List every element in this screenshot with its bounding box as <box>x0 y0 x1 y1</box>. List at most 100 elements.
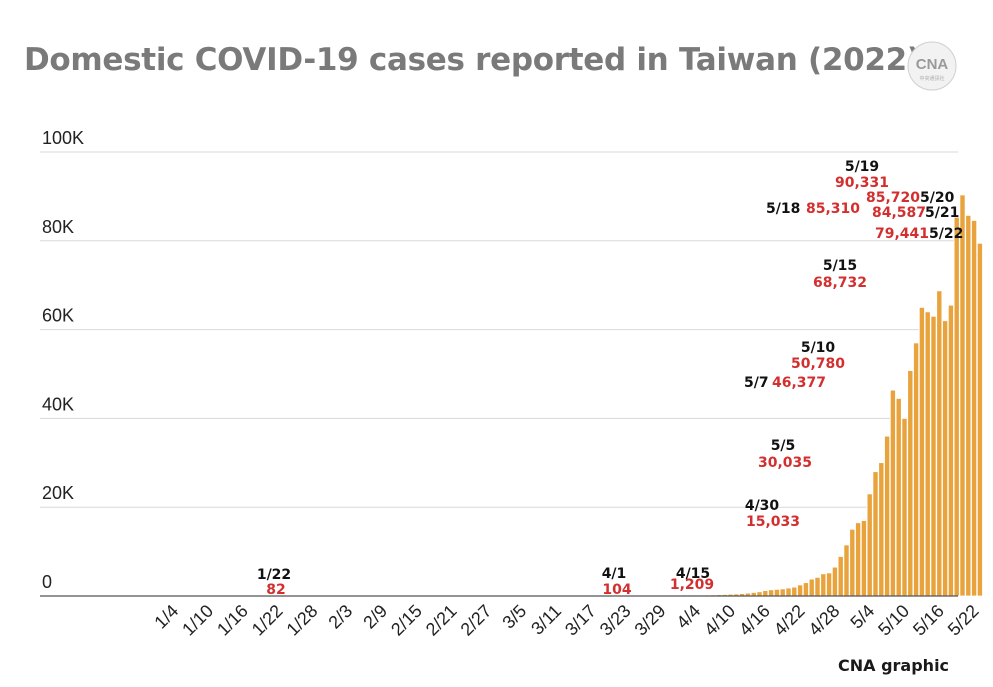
x-tick-label: 5/16 <box>909 601 948 640</box>
bar <box>889 389 896 597</box>
x-tick-label: 1/16 <box>213 601 252 640</box>
annotation-date-label: 5/10 <box>801 340 836 356</box>
y-tick-label: 20K <box>42 483 74 503</box>
y-tick-label: 60K <box>42 306 74 326</box>
annotation-date-label: 5/21 <box>925 205 959 221</box>
y-axis-ticks: 0 20K 40K 60K 80K 100K <box>42 128 84 592</box>
y-tick-label: 40K <box>42 394 74 414</box>
annotation-value-label: 104 <box>602 582 631 598</box>
bar <box>820 573 827 597</box>
bar <box>895 398 902 597</box>
x-tick-label: 2/15 <box>387 601 426 640</box>
x-tick-label: 4/16 <box>735 601 774 640</box>
bar <box>976 242 983 597</box>
x-tick-label: 4/22 <box>770 601 809 640</box>
x-axis-ticks: 1/41/101/161/221/28 2/3 2/92/152/212/27 3/5… <box>150 601 982 640</box>
x-tick-label: 4/10 <box>700 601 739 640</box>
x-tick-label: 3/5 <box>498 601 530 633</box>
x-tick-label: 3/17 <box>561 601 600 640</box>
bar <box>872 471 879 597</box>
bar <box>884 435 891 597</box>
annotation-value-label: 46,377 <box>772 375 826 391</box>
x-tick-label: 1/28 <box>283 601 322 640</box>
annotation-date-label: 5/19 <box>845 159 879 175</box>
annotation-date-label: 1/22 <box>257 567 291 583</box>
y-tick-label: 0 <box>42 572 52 592</box>
x-tick-label: 1/10 <box>178 601 217 640</box>
bar <box>866 493 873 597</box>
annotation-date-label: 5/5 <box>771 438 796 454</box>
bar <box>913 342 920 597</box>
x-tick-label: 2/9 <box>359 601 391 633</box>
bar <box>849 528 856 597</box>
bar <box>831 566 838 597</box>
bar <box>814 576 821 597</box>
bar <box>808 578 815 597</box>
bar <box>797 584 804 597</box>
bar <box>826 572 833 597</box>
annotation-value-label: 85,310 <box>806 201 860 217</box>
bar <box>855 522 862 597</box>
bar <box>860 520 867 597</box>
annotation-value-label: 50,780 <box>791 356 845 372</box>
bar <box>947 304 954 597</box>
annotation-date-label: 5/15 <box>823 258 857 274</box>
annotation-date-label: 4/30 <box>745 498 780 514</box>
x-tick-label: 2/3 <box>324 601 356 633</box>
x-tick-label: 3/29 <box>631 601 670 640</box>
x-tick-label: 5/10 <box>874 601 913 640</box>
credit-text: CNA graphic <box>838 656 950 675</box>
x-tick-label: 1/4 <box>150 601 182 633</box>
annotation-value-label: 90,331 <box>835 175 889 191</box>
annotation-date-label: 4/15 <box>676 566 710 582</box>
logo-text: CNA <box>916 56 949 73</box>
y-tick-label: 100K <box>42 128 84 148</box>
bar <box>959 194 966 597</box>
bar <box>791 586 798 597</box>
annotation-date-label: 4/1 <box>602 566 627 582</box>
annotation-value-label: 15,033 <box>746 514 800 530</box>
bar <box>756 591 763 597</box>
bar <box>762 590 769 597</box>
annotation-date-label: 5/20 <box>920 190 955 206</box>
annotation-value-label: 1,209 <box>670 577 714 593</box>
annotation-date-label: 5/18 <box>766 201 800 217</box>
bar <box>930 315 937 597</box>
bar <box>971 220 978 597</box>
bar <box>907 370 914 597</box>
annotation-value-label: 85,720 <box>866 190 920 206</box>
x-tick-label: 1/22 <box>248 601 287 640</box>
bar <box>965 215 972 597</box>
bar <box>785 587 792 597</box>
annotation-value-label: 84,587 <box>872 205 926 221</box>
annotation-date-label: 5/22 <box>929 226 963 242</box>
bar <box>779 588 786 597</box>
x-tick-label: 5/22 <box>944 601 983 640</box>
bar <box>953 216 960 597</box>
bar <box>936 290 943 597</box>
bar <box>901 417 908 597</box>
bar <box>837 556 844 597</box>
bar <box>843 544 850 597</box>
chart-title: Domestic COVID-19 cases reported in Taiw… <box>24 42 921 78</box>
gridlines <box>40 151 958 508</box>
bar <box>768 589 775 597</box>
x-tick-label: 3/23 <box>596 601 635 640</box>
annotation-value-label: 82 <box>266 582 285 598</box>
bar <box>942 320 949 597</box>
bar <box>802 582 809 597</box>
annotation-value-label: 30,035 <box>758 455 812 471</box>
annotation-date-label: 5/7 <box>744 375 769 391</box>
bar <box>773 588 780 597</box>
x-tick-label: 3/11 <box>527 601 565 639</box>
bar <box>878 462 885 597</box>
bar <box>924 311 931 597</box>
logo-subtext: 中央通訊社 <box>919 75 944 82</box>
x-tick-label: 4/28 <box>805 601 844 640</box>
annotation-value-label: 79,441 <box>875 226 929 242</box>
cna-logo: CNA 中央通訊社 <box>907 41 957 91</box>
x-tick-label: 5/4 <box>846 601 878 633</box>
bars <box>280 194 983 597</box>
